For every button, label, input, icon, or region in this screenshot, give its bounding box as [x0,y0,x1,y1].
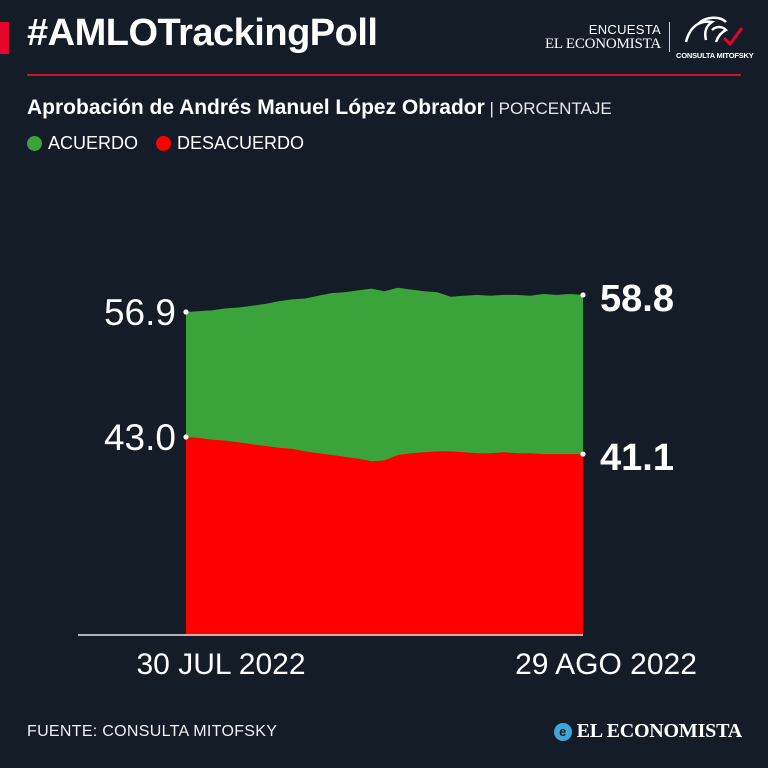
end-point-acuerdo [580,292,586,298]
header-accent-bar [0,22,9,54]
footer-brand-name: EL ECONOMISTA [576,720,743,742]
brand-name: EL ECONOMISTA [544,36,661,52]
legend-label-desacuerdo: DESACUERDO [177,133,305,153]
chart-subtitle: Aprobación de Andrés Manuel López Obrado… [27,96,612,120]
brand-lockup: ENCUESTA EL ECONOMISTA CONSULTA MITOFSKY [545,14,754,60]
legend-dot-acuerdo [27,136,42,151]
start-point-desacuerdo [183,434,189,440]
x-label-start: 30 JUL 2022 [136,648,305,681]
subtitle-main: Aprobación de Andrés Manuel López Obrado… [27,96,485,119]
end-label-acuerdo: 58.8 [600,278,674,320]
area-desacuerdo [186,437,583,635]
hashtag-title: #AMLOTrackingPoll [27,12,378,54]
footer-source: FUENTE: CONSULTA MITOFSKY [27,723,278,740]
end-point-desacuerdo [580,451,586,457]
start-label-desacuerdo: 43.0 [104,417,176,458]
mitofsky-emblem-icon [684,16,744,47]
start-label-acuerdo: 56.9 [104,292,176,333]
legend-label-acuerdo: ACUERDO [48,133,139,153]
brand-survey-label: ENCUESTA [588,22,661,37]
legend-dot-desacuerdo [156,136,172,151]
start-point-acuerdo [183,309,189,315]
brand-text: ENCUESTA EL ECONOMISTA [545,22,670,52]
footer-brand: e EL ECONOMISTA [553,720,743,743]
mitofsky-label: CONSULTA MITOFSKY [676,51,754,60]
el-economista-logo-icon: e [553,722,572,741]
mitofsky-logo: CONSULTA MITOFSKY [676,14,754,60]
x-label-end: 29 AGO 2022 [515,648,697,681]
header-divider [27,74,741,76]
legend-item-acuerdo: ACUERDO [27,133,138,154]
end-label-desacuerdo: 41.1 [600,437,674,479]
subtitle-unit: PORCENTAJE [498,99,612,118]
subtitle-separator: | [484,99,499,118]
legend: ACUERDO DESACUERDO [27,133,322,154]
legend-item-desacuerdo: DESACUERDO [156,133,304,154]
